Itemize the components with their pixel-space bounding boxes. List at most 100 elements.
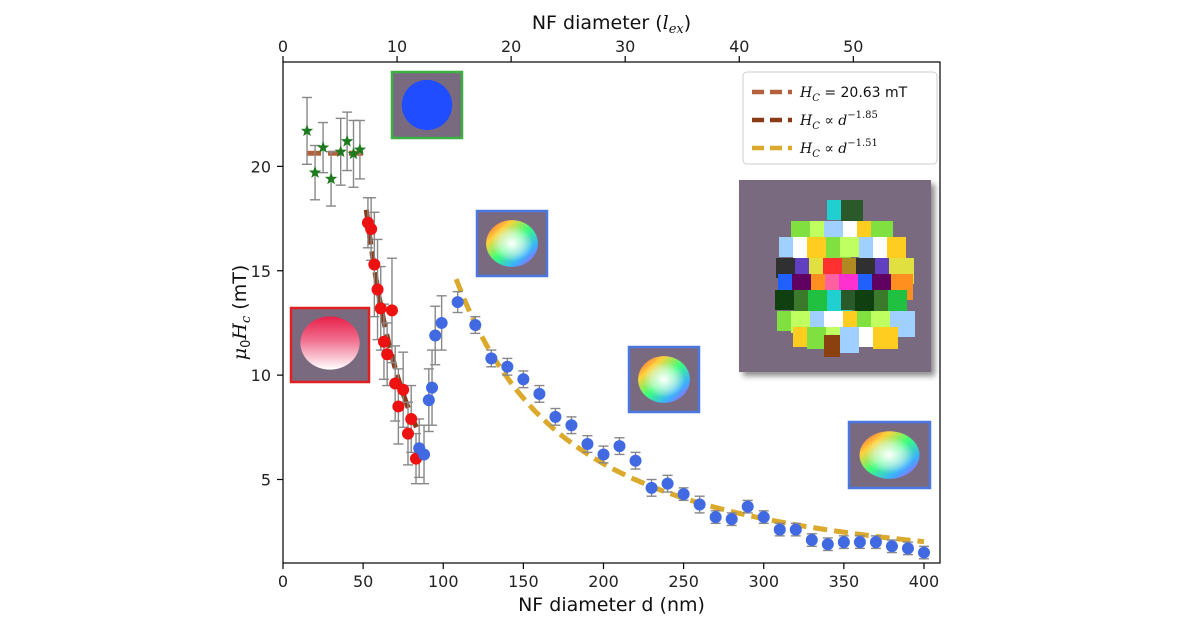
domain-block — [840, 327, 859, 353]
red-point — [392, 400, 405, 413]
stars-point — [347, 147, 360, 160]
data-points — [300, 96, 930, 560]
rainbow-core — [491, 225, 533, 262]
x-tick-label: 100 — [428, 572, 459, 591]
blue-point — [853, 536, 866, 549]
domain-block — [775, 290, 800, 310]
stars-point — [334, 145, 347, 157]
fit-power_151 — [453, 278, 925, 545]
legend-label-constant: HC = 20.63 mT — [799, 85, 908, 104]
stars-point — [300, 124, 314, 137]
blue-point — [885, 540, 898, 553]
blue-point — [613, 440, 626, 453]
blue-point — [709, 511, 722, 524]
red-point — [381, 348, 394, 361]
legend-entry-power-185: HC ∝ d−1.85 — [752, 110, 878, 132]
y-axis-title-mu: μ — [229, 348, 251, 360]
blue-point — [422, 394, 435, 407]
red-point — [377, 335, 390, 348]
redwhite-particle — [300, 316, 360, 370]
blue-point — [451, 296, 464, 309]
blue-point — [533, 387, 546, 400]
y-axis-title-unit: (mT) — [229, 265, 251, 316]
plot-frame — [282, 61, 941, 564]
legend-label-power-151: HC ∝ d−1.51 — [799, 138, 878, 160]
x-tick-label: 400 — [909, 572, 940, 591]
top-axis-title: NF diameter (lex) — [532, 12, 691, 37]
x-tick-label: 200 — [588, 572, 619, 591]
rainbow-core — [643, 361, 685, 398]
top-tick-label: 50 — [843, 37, 863, 56]
red-point — [405, 412, 418, 425]
y-axis-title-H: H — [229, 323, 251, 341]
domain-block — [824, 335, 840, 357]
domain-block — [824, 221, 846, 241]
blue-point — [429, 329, 442, 342]
y-tick-label: 20 — [251, 157, 271, 176]
blue-point — [901, 542, 914, 555]
x-tick-label: 0 — [278, 572, 288, 591]
domain-block — [807, 327, 829, 349]
rainbow-inset-1 — [475, 209, 549, 278]
red-point — [397, 383, 410, 396]
domain-block — [807, 237, 829, 261]
red-point — [385, 304, 398, 317]
domain-block — [808, 290, 830, 314]
blue-point — [469, 319, 482, 332]
blue-point — [581, 438, 594, 451]
blue-point — [693, 498, 706, 511]
blue-point — [485, 352, 498, 365]
legend-label-power-185: HC ∝ d−1.85 — [799, 110, 878, 132]
blue-point — [501, 360, 514, 373]
domain-block — [839, 274, 861, 294]
domain-block — [887, 237, 906, 263]
domain-block — [776, 258, 798, 278]
red-point — [365, 223, 378, 235]
y-tick-label: 5 — [261, 471, 271, 490]
legend: HC = 20.63 mT HC ∝ d−1.85 HC ∝ d−1.51 — [742, 71, 938, 165]
y-axis-title-subc: c — [239, 315, 254, 323]
stars-point — [324, 172, 338, 185]
legend-entry-power-151: HC ∝ d−1.51 — [752, 138, 878, 160]
x-tick-label: 150 — [508, 572, 539, 591]
domain-block — [840, 237, 859, 257]
blue-point — [418, 448, 431, 461]
red-point — [401, 427, 414, 440]
stars-point — [316, 141, 330, 153]
blue-point — [661, 477, 674, 490]
x-tick-label: 350 — [829, 572, 860, 591]
rainbow-inset-3 — [847, 420, 932, 490]
top-tick-label: 0 — [278, 37, 288, 56]
blue-point — [837, 536, 850, 549]
top-axis-title-prefix: NF diameter ( — [532, 12, 663, 34]
x-tick-label: 50 — [353, 572, 373, 591]
top-tick-label: 20 — [501, 37, 521, 56]
red-point — [368, 258, 381, 271]
insets-layer — [289, 70, 932, 490]
stars-point — [340, 134, 354, 147]
multidomain-inset — [739, 180, 931, 372]
blue-point — [805, 534, 818, 547]
domain-block — [841, 200, 863, 222]
top-tick-label: 10 — [387, 37, 407, 56]
domain-block — [855, 290, 877, 312]
top-axis-title-symbol: l — [663, 12, 669, 34]
stars-point — [353, 143, 367, 155]
blue-point — [426, 381, 439, 394]
top-tick-label: 30 — [615, 37, 635, 56]
y-axis-title-sub0: 0 — [239, 340, 254, 348]
legend-box — [742, 71, 938, 165]
x-tick-label: 300 — [748, 572, 779, 591]
red-point — [371, 283, 384, 296]
y-axis-title: μ0Hc (mT) — [229, 265, 254, 360]
x-axis-title: NF diameter d (nm) — [518, 594, 705, 616]
blue-point — [725, 513, 738, 526]
blue-particle — [401, 79, 453, 131]
red-white-inset — [289, 306, 371, 384]
rainbow-inset-2 — [627, 345, 701, 414]
blue-point — [677, 488, 690, 501]
blue-point — [789, 523, 802, 536]
domain-block — [888, 290, 907, 316]
blue-point — [645, 481, 658, 494]
